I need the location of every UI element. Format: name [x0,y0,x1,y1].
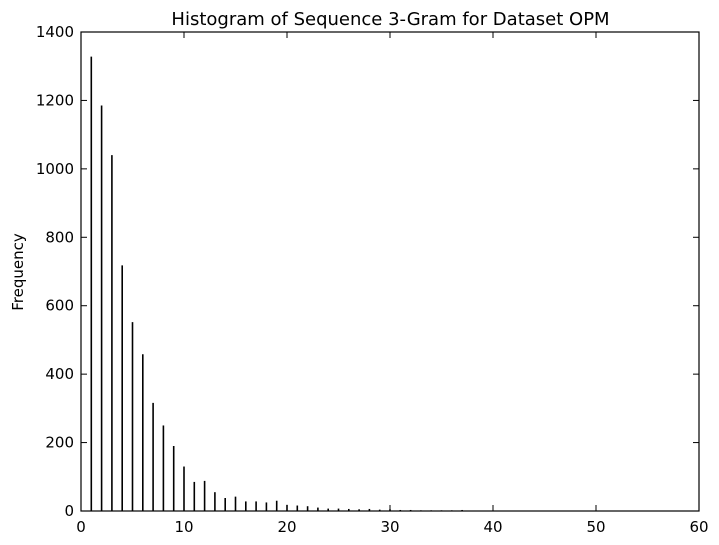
chart-title: Histogram of Sequence 3-Gram for Dataset… [171,9,609,30]
y-axis-label: Frequency [9,233,27,311]
x-tick-label: 60 [689,518,708,536]
x-tick-label: 10 [174,518,193,536]
y-tick-label: 600 [45,297,74,315]
bars-group [90,56,463,511]
y-tick-label: 1400 [36,23,74,41]
plot-frame [80,31,700,512]
y-tick-label: 400 [45,365,74,383]
y-tick-label: 800 [45,228,74,246]
y-tick-label: 1200 [36,91,74,109]
y-tick-label: 1000 [36,160,74,178]
x-tick-label: 20 [277,518,296,536]
x-tick-label: 0 [76,518,86,536]
y-tick-label: 0 [64,502,74,520]
y-tick-label: 200 [45,434,74,452]
x-tick-label: 50 [586,518,605,536]
x-tick-label: 40 [483,518,502,536]
x-tick-label: 30 [380,518,399,536]
